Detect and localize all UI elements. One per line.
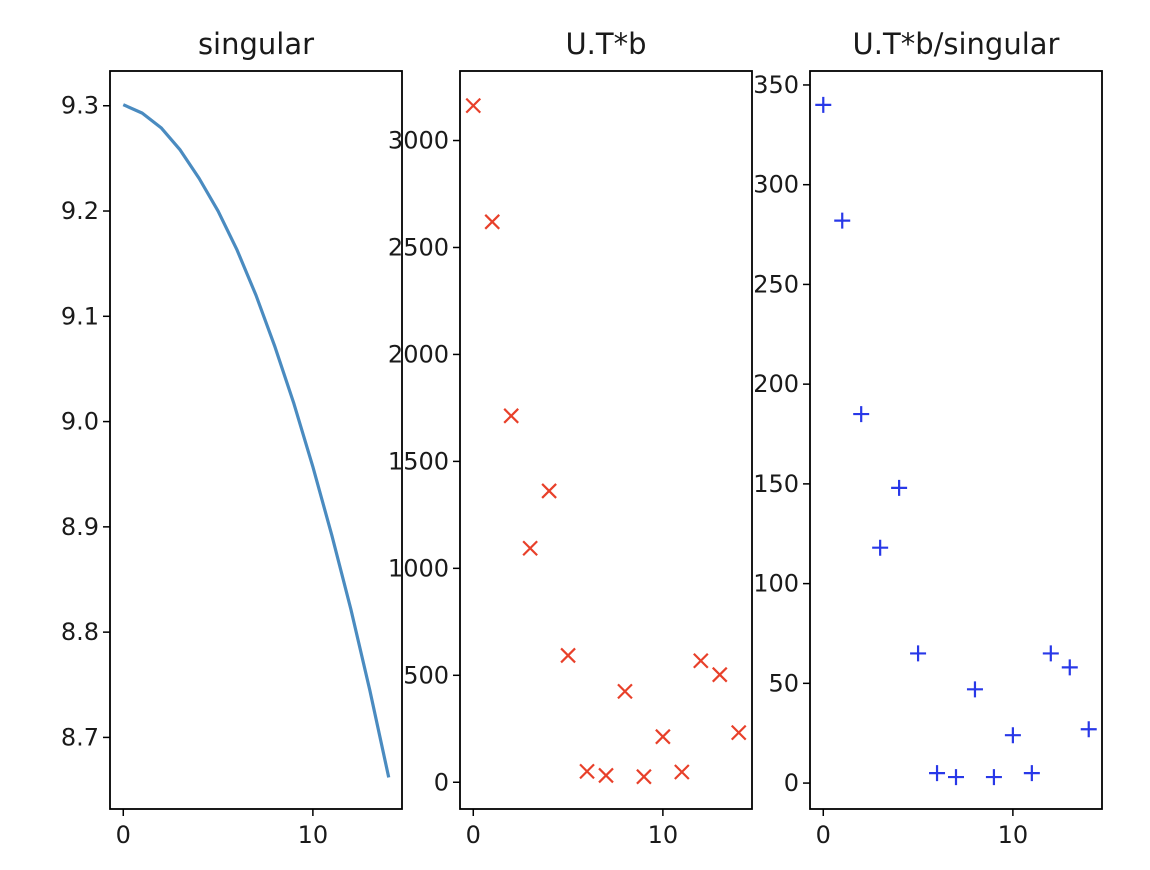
y-tick-label-3-2: 100	[753, 570, 799, 598]
chart-title-3: U.T*b/singular	[853, 27, 1060, 61]
y-tick-label-2-1: 500	[403, 661, 449, 689]
plot-area-1: 0 10 8.7 8.8 8.9 9.0 9.1 9.2 9.3	[61, 92, 391, 849]
y-tick-label-3-7: 350	[753, 71, 799, 99]
data-point-2-0	[465, 97, 482, 114]
y-tick-label-3-6: 300	[753, 171, 799, 199]
data-point-2-8	[617, 683, 633, 700]
x-tick-label-2-1: 10	[648, 821, 679, 849]
y-tick-label-2-6: 3000	[388, 127, 449, 155]
x-tick-label-2-0: 0	[466, 821, 481, 849]
y-tick-label-2-5: 2500	[388, 233, 449, 261]
chart-title-2: U.T*b	[565, 27, 646, 61]
y-tick-label-2-0: 0	[434, 768, 449, 796]
y-tick-label-1-6: 9.3	[61, 92, 99, 120]
axes-frame-2	[459, 70, 753, 810]
data-point-2-2	[503, 408, 519, 424]
chart-title-1: singular	[198, 27, 314, 61]
data-point-3-10	[1004, 727, 1021, 744]
y-tick-label-1-4: 9.1	[61, 302, 99, 330]
data-point-3-1	[834, 212, 851, 229]
data-point-2-3	[522, 540, 538, 557]
data-point-3-14	[1080, 721, 1097, 738]
data-point-3-8	[966, 681, 983, 698]
chart-panel-1: singular 0 10 8.7 8.8 8.9 9.0 9.1 9.2 9.3	[61, 27, 403, 849]
data-point-2-13	[711, 666, 728, 683]
axes-frame-3	[809, 70, 1103, 810]
plot-area-2: 0 10 0 500 1000 1500 2000 2500 3000	[388, 97, 747, 849]
data-point-3-2	[853, 406, 870, 423]
data-point-3-12	[1042, 645, 1059, 662]
data-point-3-6	[929, 765, 946, 782]
data-point-3-3	[872, 539, 889, 556]
data-point-2-12	[693, 652, 709, 669]
x-tick-label-3-0: 0	[816, 821, 831, 849]
x-tick-label-3-1: 10	[998, 821, 1029, 849]
y-tick-label-1-2: 8.9	[61, 513, 99, 541]
data-point-3-5	[910, 645, 927, 662]
x-tick-label-1-0: 0	[116, 821, 131, 849]
data-point-2-6	[579, 763, 595, 780]
series-line-1	[122, 103, 391, 778]
y-tick-label-2-2: 1000	[388, 554, 449, 582]
data-point-2-4	[541, 483, 557, 499]
y-tick-label-3-5: 250	[753, 270, 799, 298]
y-tick-label-2-4: 2000	[388, 340, 449, 368]
data-point-2-1	[484, 214, 501, 230]
y-tick-label-1-3: 9.0	[61, 408, 99, 436]
x-tick-label-1-1: 10	[298, 821, 329, 849]
data-point-3-9	[985, 769, 1002, 786]
data-point-2-10	[655, 728, 671, 745]
data-point-2-14	[730, 724, 747, 741]
y-tick-label-1-5: 9.2	[61, 197, 99, 225]
y-tick-label-2-3: 1500	[388, 447, 449, 475]
y-tick-label-3-1: 50	[768, 669, 799, 697]
data-point-2-5	[560, 647, 576, 664]
axes-frame-1	[109, 70, 403, 810]
data-point-3-13	[1061, 659, 1078, 676]
data-point-3-4	[891, 479, 908, 496]
y-tick-label-3-4: 200	[753, 370, 799, 398]
chart-panel-2: U.T*b 0 10 0 500 1000 1500 2000 2500 3000	[388, 27, 753, 849]
data-point-2-9	[636, 768, 652, 785]
data-point-3-0	[815, 96, 832, 113]
y-tick-label-1-0: 8.7	[61, 723, 99, 751]
data-point-2-7	[598, 767, 614, 784]
data-point-3-11	[1023, 765, 1040, 782]
data-point-2-11	[674, 764, 690, 780]
y-tick-label-3-3: 150	[753, 470, 799, 498]
y-tick-label-3-0: 0	[784, 769, 799, 797]
data-point-3-7	[948, 769, 964, 786]
y-tick-label-1-1: 8.8	[61, 618, 99, 646]
